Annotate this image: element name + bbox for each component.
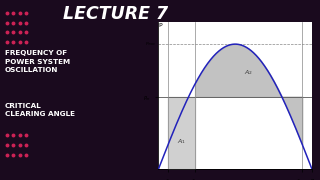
Text: CRITICAL
CLEARING ANGLE: CRITICAL CLEARING ANGLE (5, 103, 75, 117)
Text: LECTURE 7: LECTURE 7 (63, 5, 168, 23)
Text: $A_1$: $A_1$ (177, 137, 186, 146)
Text: $A_2$: $A_2$ (244, 68, 253, 77)
Text: P: P (158, 23, 162, 28)
Text: FREQUENCY OF
POWER SYSTEM
OSCILLATION: FREQUENCY OF POWER SYSTEM OSCILLATION (5, 50, 70, 73)
Text: $P_{max}$: $P_{max}$ (145, 40, 155, 48)
Text: CRITICAL CLEARING TIME: CRITICAL CLEARING TIME (171, 49, 273, 55)
